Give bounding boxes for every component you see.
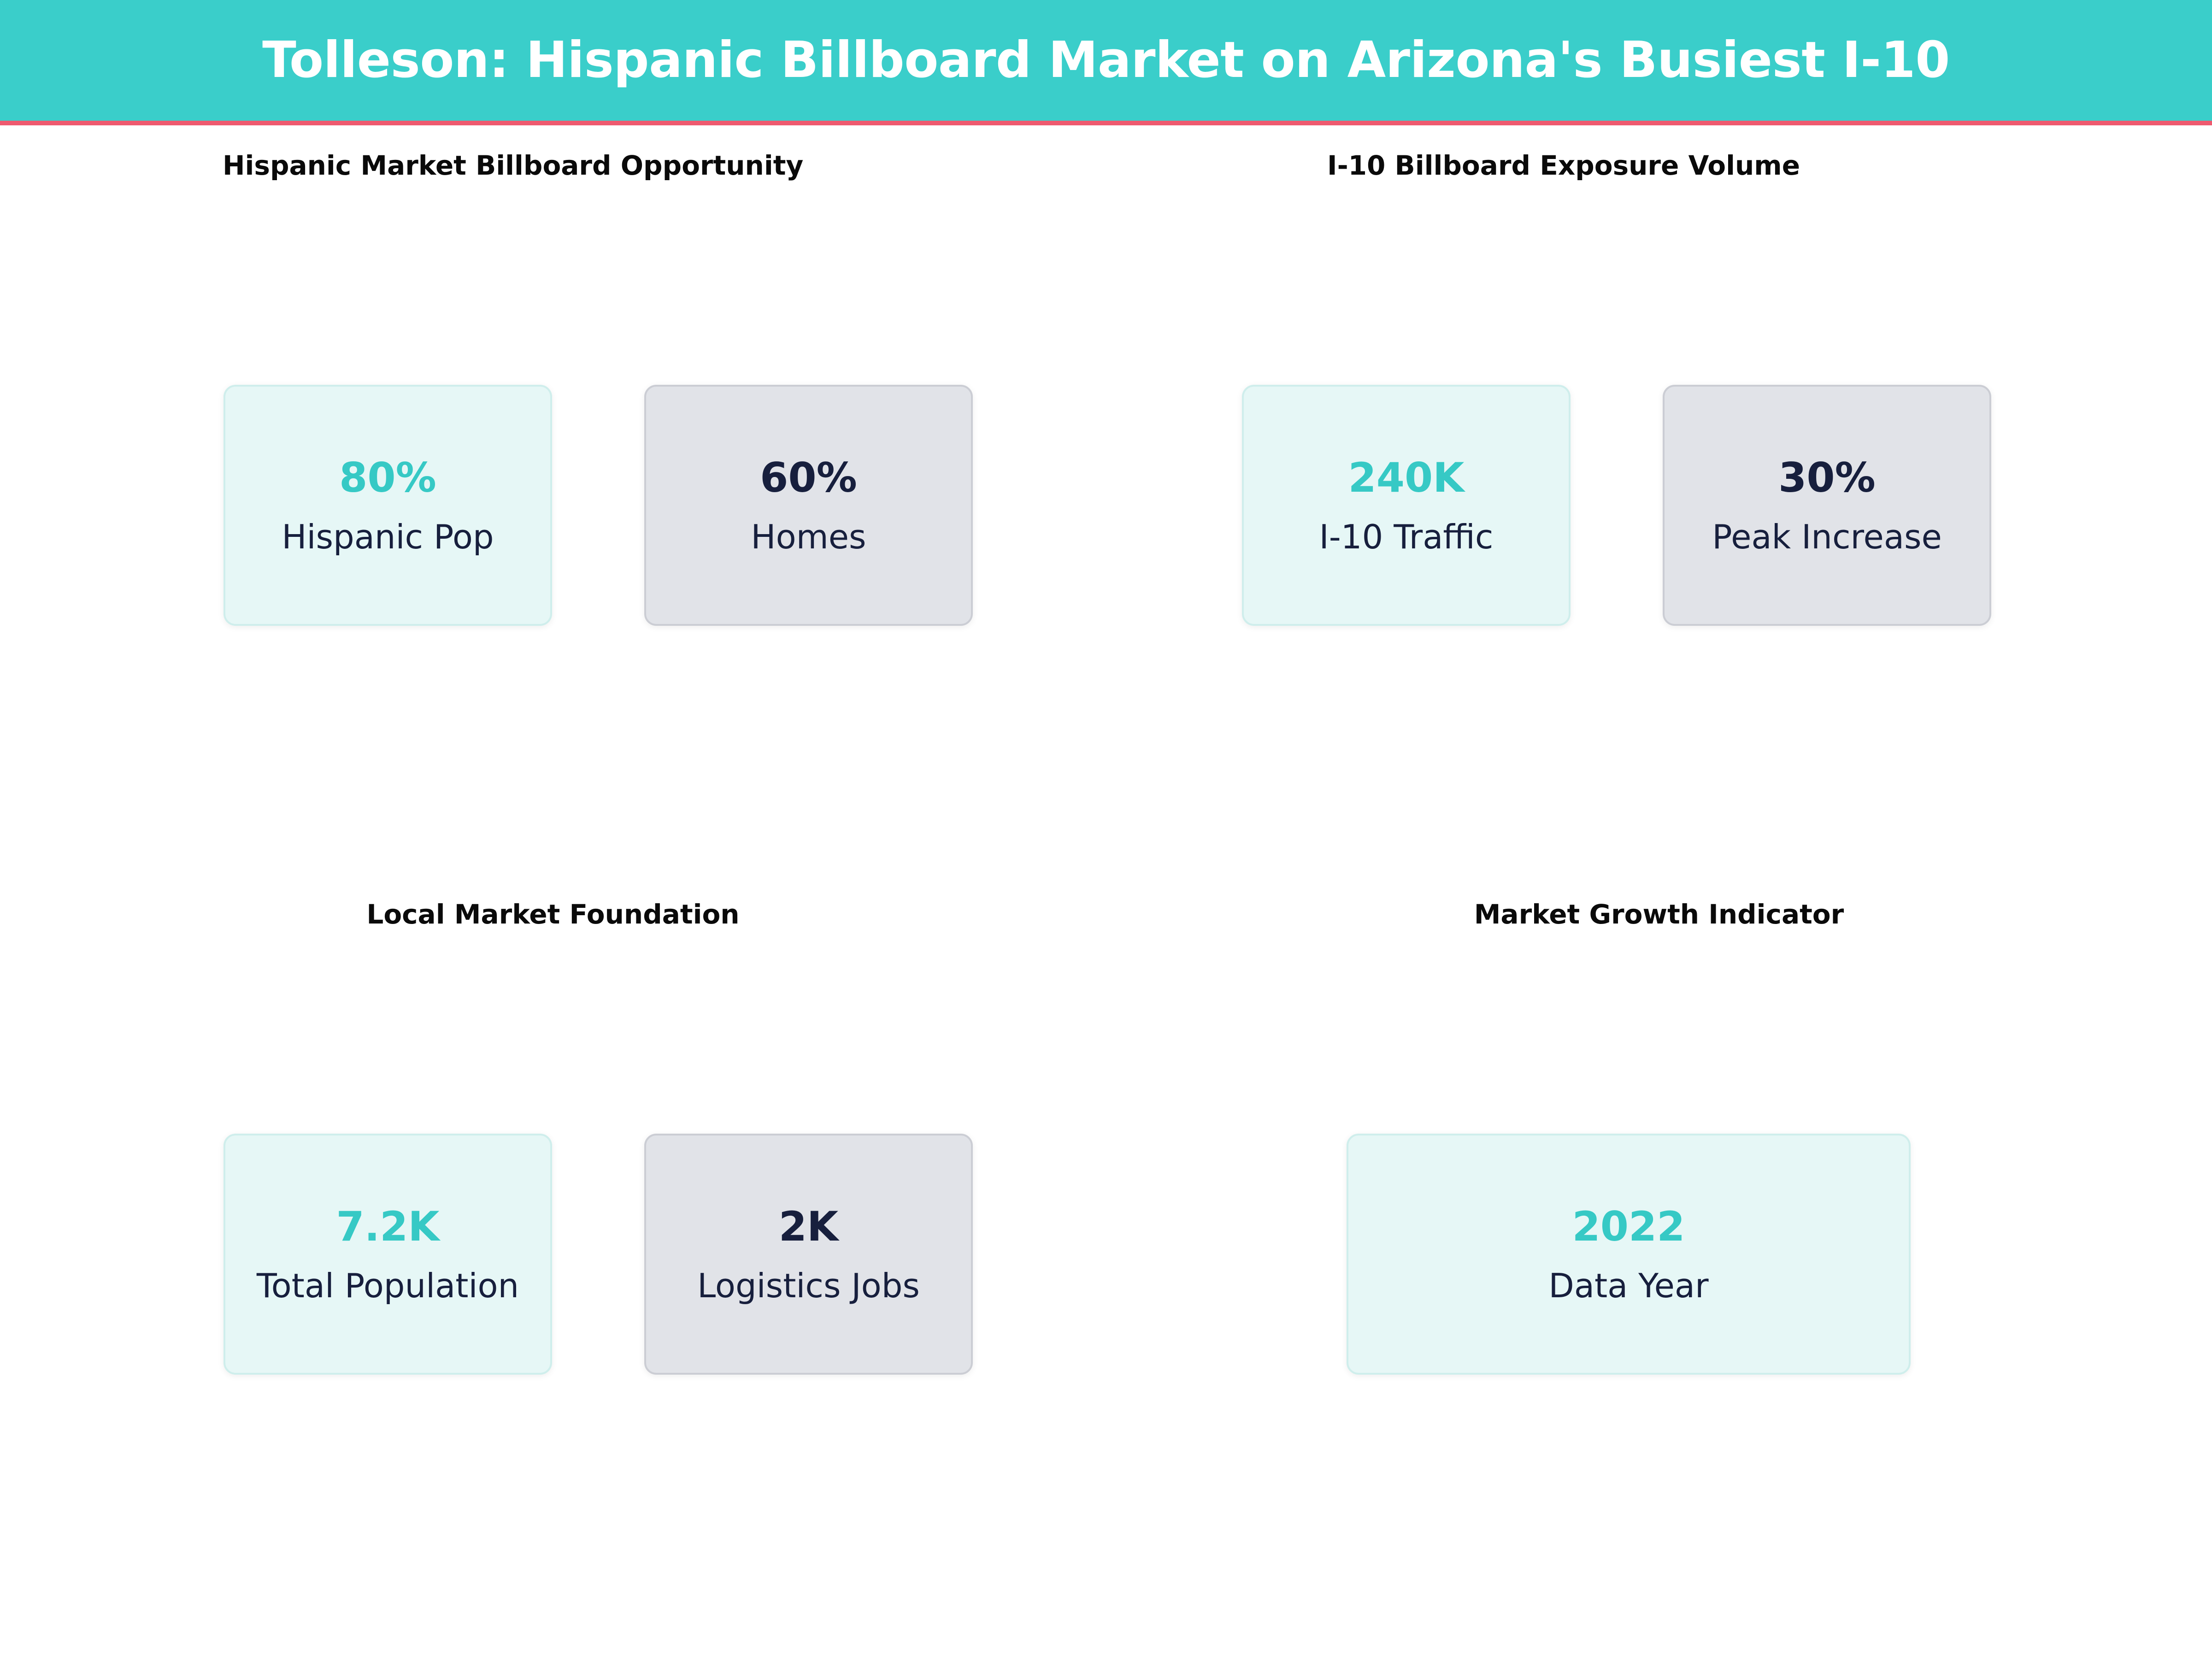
- section-title: Local Market Foundation: [366, 899, 740, 930]
- stat-card-row: 240K I-10 Traffic 30% Peak Increase: [1106, 385, 2212, 627]
- header-banner: Tolleson: Hispanic Billboard Market on A…: [0, 0, 2212, 121]
- stat-card-hispanic-pop[interactable]: 80% Hispanic Pop: [224, 385, 552, 626]
- stat-card-logistics-jobs[interactable]: 2K Logistics Jobs: [644, 1134, 973, 1375]
- stat-label: Peak Increase: [1712, 517, 1942, 556]
- section-title: Market Growth Indicator: [1474, 899, 1844, 930]
- stat-label: Logistics Jobs: [697, 1266, 920, 1305]
- stat-value: 30%: [1778, 453, 1876, 501]
- stat-value: 60%: [760, 453, 857, 501]
- stat-card-homes[interactable]: 60% Homes: [644, 385, 973, 626]
- stat-card-row: 2022 Data Year: [1106, 1134, 2212, 1376]
- stat-card-row: 7.2K Total Population 2K Logistics Jobs: [0, 1134, 1330, 1376]
- section-i10-billboard-exposure-volume: I-10 Billboard Exposure Volume 240K I-10…: [1106, 152, 2212, 889]
- stat-value: 80%: [339, 453, 436, 501]
- stat-label: Total Population: [256, 1266, 519, 1305]
- page-title: Tolleson: Hispanic Billboard Market on A…: [262, 31, 1950, 89]
- stat-label: Data Year: [1548, 1266, 1709, 1305]
- stat-value: 240K: [1348, 453, 1465, 501]
- section-title: I-10 Billboard Exposure Volume: [1327, 150, 1800, 181]
- stat-card-i10-traffic[interactable]: 240K I-10 Traffic: [1242, 385, 1571, 626]
- stat-label: I-10 Traffic: [1319, 517, 1494, 556]
- stat-card-total-population[interactable]: 7.2K Total Population: [224, 1134, 552, 1375]
- section-local-market-foundation: Local Market Foundation 7.2K Total Popul…: [0, 901, 1106, 1638]
- stat-label: Homes: [751, 517, 866, 556]
- header-accent-rule: [0, 121, 2212, 125]
- stat-value: 2K: [778, 1202, 839, 1250]
- stat-card-data-year[interactable]: 2022 Data Year: [1347, 1134, 1911, 1375]
- section-title: Hispanic Market Billboard Opportunity: [223, 150, 804, 181]
- stat-value: 7.2K: [336, 1202, 440, 1250]
- section-market-growth-indicator: Market Growth Indicator 2022 Data Year: [1106, 901, 2212, 1638]
- stat-value: 2022: [1572, 1202, 1685, 1250]
- section-hispanic-market-billboard-opportunity: Hispanic Market Billboard Opportunity 80…: [0, 152, 1106, 889]
- stat-card-peak-increase[interactable]: 30% Peak Increase: [1663, 385, 1991, 626]
- stat-label: Hispanic Pop: [282, 517, 494, 556]
- stat-card-row: 80% Hispanic Pop 60% Homes: [0, 385, 1330, 627]
